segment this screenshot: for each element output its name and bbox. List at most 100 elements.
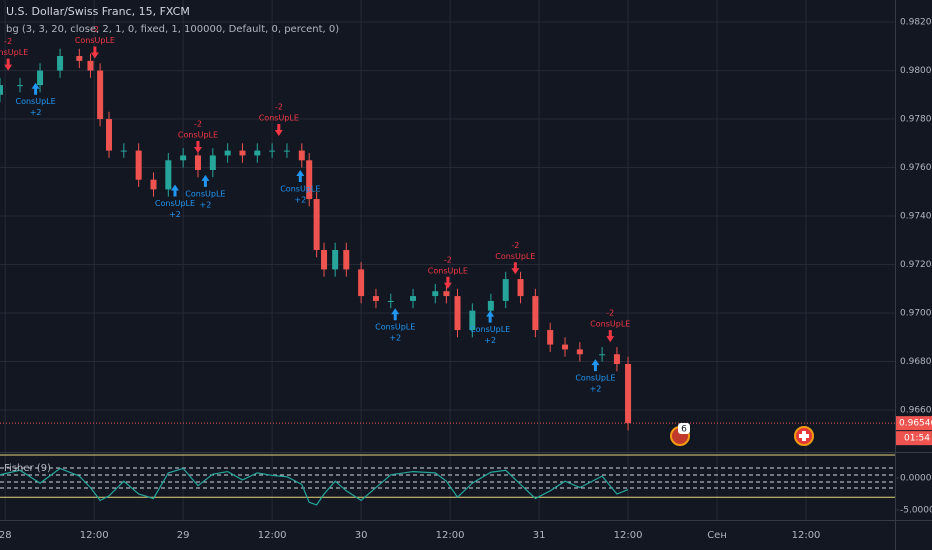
candle-body xyxy=(502,279,509,301)
candle-body xyxy=(306,160,313,200)
candle-body xyxy=(517,279,524,297)
candle-body xyxy=(358,269,365,297)
sell-label: ConsUpLE xyxy=(428,266,468,275)
sell-label: ConsUpLE xyxy=(590,320,630,329)
sell-arrow xyxy=(193,141,202,154)
candle-body xyxy=(17,85,24,87)
candle-body xyxy=(298,150,305,161)
sell-amount: -2 xyxy=(194,120,202,129)
fisher-tick-label: 0.0000 xyxy=(900,473,932,483)
candle-body xyxy=(224,150,231,156)
candle-body xyxy=(97,70,104,120)
sell-amount: -2 xyxy=(91,25,99,34)
sell-label: ConsUpLE xyxy=(259,114,299,123)
candle-body xyxy=(469,310,476,331)
event-badge[interactable] xyxy=(678,423,690,434)
candle-body xyxy=(106,119,113,151)
candle-body xyxy=(443,291,450,297)
sell-amount: -2 xyxy=(275,103,283,112)
countdown-label: 01:54 xyxy=(904,434,930,444)
candle-body xyxy=(547,330,554,345)
buy-arrow xyxy=(296,169,305,182)
buy-label: ConsUpLE xyxy=(575,374,615,383)
buy-amount: +2 xyxy=(389,334,401,343)
x-tick-label: 12:00 xyxy=(614,530,643,541)
overlay: U.S. Dollar/Swiss Franc, 15, FXCM bg (3,… xyxy=(4,5,814,474)
event-count: 6 xyxy=(681,425,687,435)
sell-label: ConsUpLE xyxy=(495,252,535,261)
x-tick-label: 12:00 xyxy=(436,530,465,541)
candle-body xyxy=(532,296,539,331)
candle-body xyxy=(576,349,583,355)
buy-arrow xyxy=(391,308,400,321)
sell-arrow xyxy=(606,330,615,343)
candle-body xyxy=(120,150,127,152)
candle-body xyxy=(599,354,606,356)
fisher-title: Fisher (9) xyxy=(4,463,51,474)
candle-body xyxy=(562,344,569,350)
buy-amount: +2 xyxy=(169,210,181,219)
x-tick-label: 30 xyxy=(355,530,368,541)
candle-body xyxy=(194,155,201,170)
x-tick-label: Сен xyxy=(707,530,727,541)
candle-body xyxy=(135,150,142,180)
plot: ConsUpLE +2 ConsUpLE +2 ConsUpLE +2 ConsUpLE +2… xyxy=(0,25,932,506)
sell-amount: -2 xyxy=(4,37,12,46)
buy-amount: +2 xyxy=(294,195,306,204)
last-price-box xyxy=(896,416,932,431)
buy-amount: +2 xyxy=(484,336,496,345)
fisher-line xyxy=(0,467,629,506)
sell-label: ConsUpLE xyxy=(178,131,218,140)
x-tick-label: 12:00 xyxy=(792,530,821,541)
candle-body xyxy=(410,296,417,301)
swiss-cross xyxy=(799,431,809,441)
candle-body xyxy=(269,150,276,152)
candle-body xyxy=(87,60,94,71)
candle-body xyxy=(0,85,3,95)
buy-arrow xyxy=(201,174,210,187)
buy-arrow xyxy=(31,82,40,95)
sell-amount: -2 xyxy=(606,309,614,318)
sell-arrow xyxy=(443,276,452,289)
candle-body xyxy=(332,250,339,270)
indicator-settings: bg (3, 3, 20, close, 2, 1, 0, fixed, 1, … xyxy=(6,24,339,35)
sell-label: ConsUpLE xyxy=(75,36,115,45)
x-tick-label: 31 xyxy=(533,530,546,541)
sell-arrow xyxy=(511,262,520,275)
chart-title: U.S. Dollar/Swiss Franc, 15, FXCM xyxy=(6,5,190,18)
buy-arrow xyxy=(486,310,495,323)
candle-body xyxy=(239,150,246,156)
candle-body xyxy=(372,296,379,301)
sell-arrow xyxy=(274,124,283,137)
buy-amount: +2 xyxy=(30,108,42,117)
candle-body xyxy=(209,155,216,170)
candle-body xyxy=(150,179,157,190)
candle-body xyxy=(37,70,44,86)
buy-arrow xyxy=(591,359,600,372)
candle-body xyxy=(613,354,620,364)
candle-body xyxy=(254,150,261,156)
candle-body xyxy=(313,199,320,251)
buy-amount: +2 xyxy=(199,200,211,209)
candle-body xyxy=(321,250,328,270)
candle-body xyxy=(387,300,394,302)
candle-body xyxy=(180,155,187,161)
x-tick-label: 28 xyxy=(0,530,12,541)
candle-body xyxy=(165,160,172,190)
buy-arrow xyxy=(170,184,179,197)
buy-label: ConsUpLE xyxy=(280,184,320,193)
sell-amount: -2 xyxy=(511,241,519,250)
x-tick-label: 29 xyxy=(177,530,190,541)
candle-body xyxy=(76,56,83,61)
